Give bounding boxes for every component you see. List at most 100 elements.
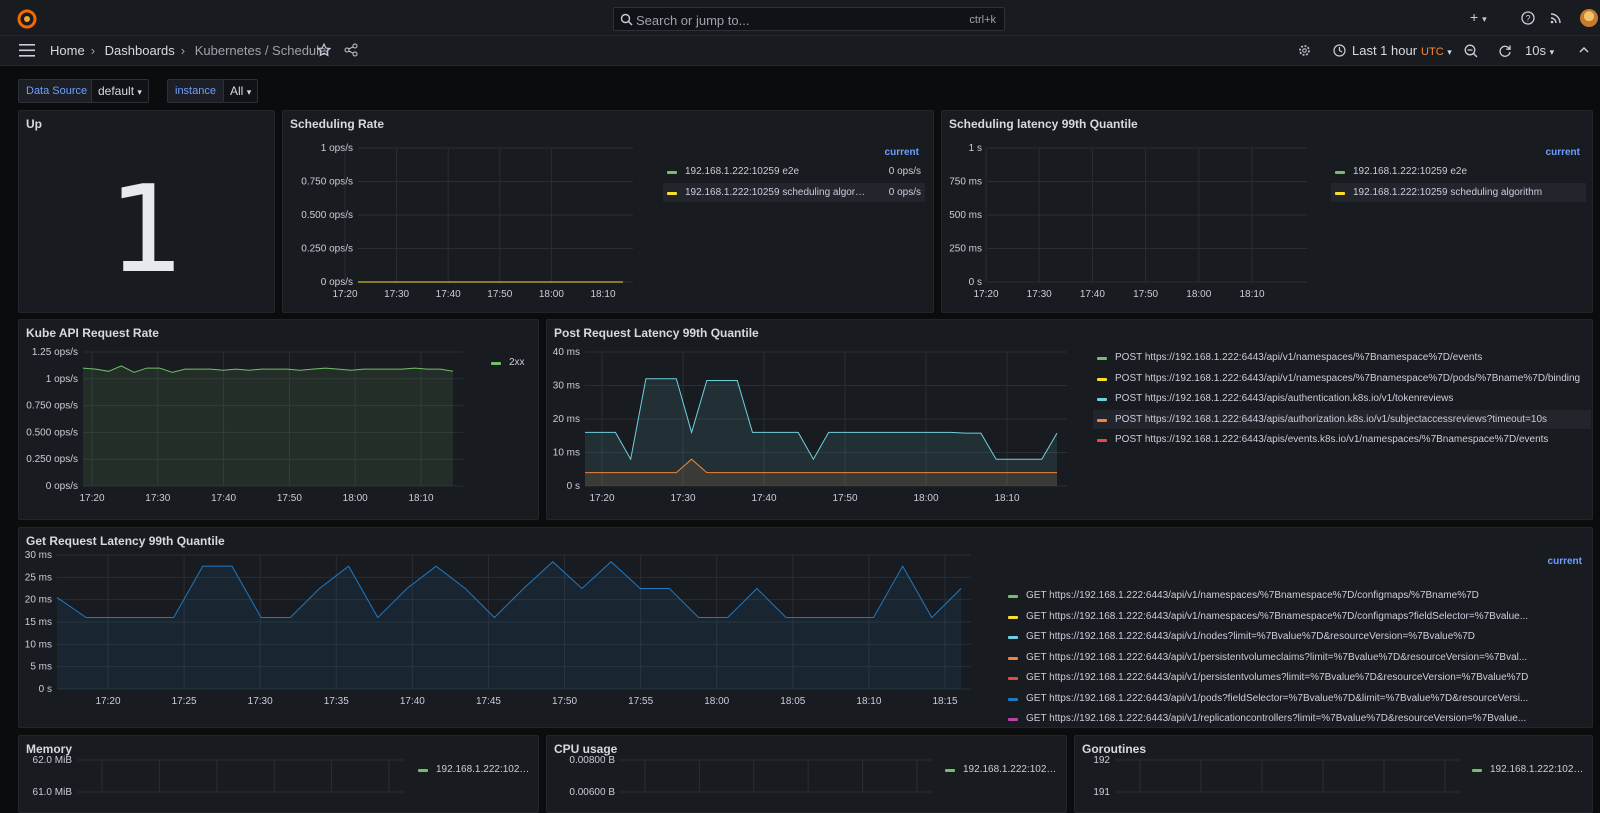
legend-label: POST https://192.168.1.222:6443/apis/aut… (1115, 393, 1454, 404)
panel-cpu-usage[interactable]: CPU usage 0.00600 B 0.00800 B 192.168.1.2… (546, 735, 1067, 813)
refresh-interval-picker[interactable]: 10s ▾ (1525, 43, 1555, 58)
panel-kube-api-request-rate[interactable]: Kube API Request Rate 0 ops/s 0.250 ops/s… (18, 319, 539, 520)
legend-item[interactable]: 2xx (487, 353, 537, 372)
add-menu-button[interactable]: + ▾ (1470, 9, 1487, 25)
get-latency-chart: 0 s 5 ms 10 ms 15 ms 20 ms 25 ms 30 ms 17:20 17:… (25, 550, 971, 707)
goroutines-chart: 191 192 (1093, 755, 1460, 798)
grafana-logo-icon[interactable] (16, 8, 38, 30)
breadcrumb-dashboards[interactable]: Dashboards (104, 43, 175, 58)
legend-item[interactable]: 192.168.1.222:10259 (414, 760, 534, 779)
breadcrumb: Home › Dashboards › Kubernetes / Scheduler (50, 43, 331, 58)
legend: current 192.168.1.222:10259 e2e 0 ops/s 192… (663, 141, 925, 211)
legend-item[interactable]: GET https://192.168.1.222:6443/api/v1/pe… (1004, 668, 1588, 687)
legend-item[interactable]: 192.168.1.222:10259 e2e (1331, 162, 1586, 181)
share-icon[interactable] (344, 43, 358, 60)
legend-item[interactable]: GET https://192.168.1.222:6443/api/v1/na… (1004, 607, 1588, 626)
legend-item[interactable]: GET https://192.168.1.222:6443/api/v1/po… (1004, 689, 1588, 708)
y-tick-label: 10 ms (553, 448, 580, 459)
time-range-picker[interactable]: Last 1 hour UTC ▾ (1352, 43, 1452, 58)
menu-icon[interactable] (19, 44, 35, 60)
y-tick-label: 25 ms (25, 572, 52, 583)
y-tick-label: 500 ms (949, 210, 982, 221)
legend-header[interactable]: current (1547, 556, 1582, 567)
legend: 192.168.1.222:10259 (414, 760, 534, 782)
legend-header[interactable]: current (1545, 147, 1580, 158)
y-tick-label: 30 ms (553, 381, 580, 392)
legend-item[interactable]: POST https://192.168.1.222:6443/apis/eve… (1093, 430, 1591, 449)
legend-item[interactable]: 192.168.1.222:10259 e2e 0 ops/s (663, 162, 925, 181)
x-tick-label: 18:10 (994, 493, 1019, 504)
x-tick-label: 17:50 (277, 493, 302, 504)
panel-title: Memory (26, 742, 73, 756)
y-tick-label: 1.25 ops/s (32, 347, 78, 358)
help-icon[interactable]: ? (1521, 11, 1535, 28)
y-tick-label: 15 ms (25, 617, 52, 628)
series-line (585, 378, 1058, 461)
legend-item[interactable]: 192.168.1.222:10259 scheduling algorithm… (663, 182, 925, 202)
panel-title: Up (26, 117, 42, 131)
breadcrumb-home[interactable]: Home (50, 43, 85, 58)
legend-item[interactable]: POST https://192.168.1.222:6443/apis/aut… (1093, 409, 1591, 429)
panel-goroutines[interactable]: Goroutines 191 192 192.168.1.222:10259 (1074, 735, 1593, 813)
x-tick-label: 18:15 (932, 696, 957, 707)
legend-header[interactable]: current (884, 147, 919, 158)
stat-value: 1 (108, 161, 185, 300)
y-tick-label: 0 ops/s (46, 481, 78, 492)
panel-post-request-latency[interactable]: Post Request Latency 99th Quantile 0 s 10… (546, 319, 1593, 520)
search-input[interactable]: Search or jump to... ctrl+k (613, 7, 1005, 31)
x-tick-label: 17:20 (79, 493, 104, 504)
legend-color-swatch (418, 769, 428, 772)
legend-color-swatch (1008, 718, 1018, 721)
legend-color-swatch (1472, 769, 1482, 772)
legend-value: 0 ops/s (888, 186, 921, 198)
variable-datasource-select[interactable]: default ▾ (91, 79, 149, 103)
legend-label: POST https://192.168.1.222:6443/api/v1/n… (1115, 372, 1581, 384)
legend-item[interactable]: GET https://192.168.1.222:6443/api/v1/re… (1004, 709, 1588, 727)
legend-item[interactable]: POST https://192.168.1.222:6443/apis/aut… (1093, 389, 1591, 408)
y-tick-label: 1 s (969, 143, 982, 154)
legend-item[interactable]: 192.168.1.222:10259 (941, 760, 1061, 779)
x-tick-label: 18:00 (1186, 289, 1211, 300)
legend-color-swatch (1008, 595, 1018, 598)
plus-icon: + (1470, 9, 1479, 25)
panel-memory[interactable]: Memory 61.0 MiB 62.0 MiB 192.168.1.222:10… (18, 735, 539, 813)
x-tick-label: 17:20 (332, 289, 357, 300)
zoom-out-icon[interactable] (1464, 44, 1478, 61)
y-tick-label: 0.750 ops/s (26, 401, 78, 412)
panel-get-request-latency[interactable]: Get Request Latency 99th Quantile 0 s 5 m… (18, 527, 1593, 728)
legend-label: POST https://192.168.1.222:6443/apis/eve… (1115, 434, 1549, 445)
legend-item[interactable]: GET https://192.168.1.222:6443/api/v1/pe… (1004, 648, 1588, 667)
legend-color-swatch (1008, 615, 1018, 619)
x-tick-label: 17:40 (436, 289, 461, 300)
legend-label: 192.168.1.222:10259 (963, 764, 1057, 775)
x-tick-label: 17:25 (172, 696, 197, 707)
panel-scheduling-rate[interactable]: Scheduling Rate 0 ops/s 0.250 ops/s 0.500 … (282, 110, 934, 313)
star-icon[interactable] (316, 42, 332, 60)
user-avatar[interactable] (1580, 9, 1598, 27)
legend-item[interactable]: POST https://192.168.1.222:6443/api/v1/n… (1093, 348, 1591, 367)
panel-up[interactable]: Up 1 (18, 110, 275, 313)
legend-item[interactable]: GET https://192.168.1.222:6443/api/v1/na… (1004, 586, 1588, 605)
variable-instance-select[interactable]: All ▾ (223, 79, 259, 103)
legend-item[interactable]: 192.168.1.222:10259 (1468, 760, 1588, 779)
settings-gear-icon[interactable] (1298, 44, 1311, 60)
legend-item[interactable]: GET https://192.168.1.222:6443/api/v1/no… (1004, 627, 1588, 646)
x-tick-label: 17:30 (1027, 289, 1052, 300)
legend-color-swatch (491, 362, 501, 365)
y-tick-label: 10 ms (25, 639, 52, 650)
legend-color-swatch (1008, 636, 1018, 639)
refresh-icon[interactable] (1498, 44, 1512, 61)
x-tick-label: 17:50 (487, 289, 512, 300)
variable-instance-value: All (230, 84, 244, 98)
y-tick-label: 0 s (969, 277, 982, 288)
collapse-chevron-up-icon[interactable] (1578, 44, 1590, 59)
x-tick-label: 18:10 (408, 493, 433, 504)
panel-title: Goroutines (1082, 742, 1147, 756)
legend: 192.168.1.222:10259 (1468, 760, 1588, 782)
legend-item[interactable]: 192.168.1.222:10259 scheduling algorithm (1331, 182, 1586, 202)
panel-scheduling-latency[interactable]: Scheduling latency 99th Quantile 0 s 250 … (941, 110, 1593, 313)
legend-item[interactable]: POST https://192.168.1.222:6443/api/v1/n… (1093, 369, 1591, 388)
x-tick-label: 17:40 (400, 696, 425, 707)
y-tick-label: 0.00600 B (569, 787, 615, 798)
news-icon[interactable] (1549, 11, 1563, 28)
